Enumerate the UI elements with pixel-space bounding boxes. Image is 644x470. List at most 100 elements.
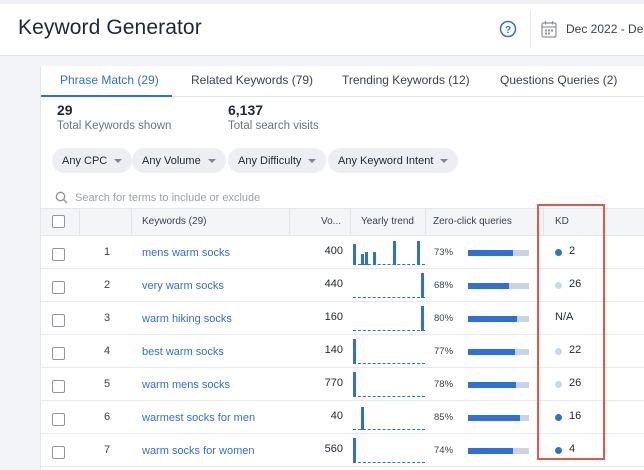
total-keywords-label: Total Keywords shown: [57, 120, 172, 132]
row-number: 6: [104, 411, 111, 423]
kd-indicator-dot: [555, 414, 562, 421]
zero-click-bar-fill: [468, 448, 514, 454]
header-divider: [530, 10, 531, 48]
kd-value: 4: [569, 443, 576, 455]
trend-bar: [361, 407, 364, 430]
keyword-link[interactable]: warm mens socks: [142, 379, 231, 391]
zero-click-bar-fill: [468, 250, 513, 256]
zero-click-bar: [468, 448, 529, 454]
trend-bar: [421, 273, 424, 298]
keyword-link[interactable]: warm socks for women: [142, 445, 255, 457]
zero-click-bar: [468, 382, 529, 388]
filter-difficulty[interactable]: Any Difficulty: [228, 148, 327, 173]
filter-volume[interactable]: Any Volume: [132, 148, 226, 173]
top-border: [0, 0, 644, 4]
table-row[interactable]: 7 warm socks for women 560 74% 4: [41, 434, 644, 467]
chevron-down-icon: [308, 158, 317, 163]
row-checkbox[interactable]: [52, 314, 65, 327]
trend-bar: [353, 339, 356, 364]
table-row[interactable]: 2 very warm socks 440 68% 26: [41, 269, 644, 302]
filter-cpc[interactable]: Any CPC: [52, 148, 133, 173]
kd-value: 22: [569, 344, 582, 356]
keyword-link[interactable]: very warm socks: [142, 280, 224, 292]
tab-trending-keywords[interactable]: Trending Keywords (12): [342, 73, 470, 87]
yearly-trend-sparkline: [353, 372, 425, 397]
keyword-link[interactable]: best warm socks: [142, 346, 224, 358]
kd-indicator-dot: [555, 447, 562, 454]
row-checkbox[interactable]: [52, 347, 65, 360]
trend-baseline: [353, 264, 425, 265]
yearly-trend-sparkline: [353, 405, 425, 430]
search-icon: [55, 191, 68, 204]
zero-click-bar-fill: [468, 283, 510, 289]
zero-click-bar: [468, 349, 529, 355]
table-row[interactable]: 1 mens warm socks 400 73% 2: [41, 236, 644, 269]
keyword-link[interactable]: warm hiking socks: [142, 313, 232, 325]
column-divider: [289, 209, 290, 235]
volume-value: 140: [324, 344, 343, 356]
page-header: Keyword Generator ? Dec 2022 - Dec: [0, 0, 644, 56]
table-row[interactable]: 3 warm hiking socks 160 80% N/A: [41, 302, 644, 335]
filter-label: Any CPC: [62, 154, 108, 167]
tab-phrase-match[interactable]: Phrase Match (29): [60, 73, 159, 87]
kd-value: 26: [569, 377, 582, 389]
keyword-link[interactable]: warmest socks for men: [142, 412, 256, 424]
trend-baseline: [353, 297, 425, 298]
trend-bar: [417, 241, 420, 265]
zero-click-percent: 73%: [434, 247, 454, 258]
table-row[interactable]: 4 best warm socks 140 77% 22: [41, 335, 644, 368]
zero-click-bar: [468, 283, 529, 289]
row-number: 4: [104, 345, 111, 357]
zero-click-percent: 68%: [434, 280, 454, 291]
row-number: 1: [104, 246, 111, 258]
filter-label: Any Difficulty: [238, 154, 302, 167]
filter-label: Any Volume: [142, 154, 201, 167]
table-row[interactable]: 5 warm mens socks 770 78% 26: [41, 368, 644, 401]
column-divider: [79, 209, 80, 235]
keyword-link[interactable]: mens warm socks: [142, 247, 231, 259]
search-input[interactable]: [75, 189, 575, 207]
kd-value: 26: [569, 278, 582, 290]
zero-click-percent: 80%: [434, 313, 454, 324]
tab-related-keywords[interactable]: Related Keywords (79): [191, 73, 314, 87]
col-kd[interactable]: KD: [555, 216, 569, 227]
svg-text:?: ?: [505, 25, 511, 36]
total-keywords-value: 29: [57, 102, 73, 118]
help-circle-icon[interactable]: ?: [499, 20, 517, 38]
trend-bar: [393, 241, 396, 265]
row-checkbox[interactable]: [52, 446, 65, 459]
filter-keyword-intent[interactable]: Any Keyword Intent: [328, 148, 459, 173]
page-title: Keyword Generator: [18, 16, 202, 39]
trend-baseline: [353, 429, 425, 430]
zero-click-bar: [468, 250, 529, 256]
keyword-results-card: Phrase Match (29) Related Keywords (79) …: [40, 66, 644, 470]
total-visits-value: 6,137: [228, 102, 264, 118]
table-row[interactable]: 6 warmest socks for men 40 85% 16: [41, 401, 644, 434]
trend-bar: [373, 252, 376, 265]
kd-indicator-dot: [555, 348, 562, 355]
row-number: 5: [104, 378, 111, 390]
trend-bar: [353, 372, 356, 397]
row-checkbox[interactable]: [52, 281, 65, 294]
col-keywords[interactable]: Keywords (29): [142, 216, 207, 227]
kd-value: N/A: [555, 311, 574, 323]
row-checkbox[interactable]: [52, 380, 65, 393]
col-volume[interactable]: Vo...: [321, 216, 342, 227]
zero-click-bar: [468, 316, 529, 322]
chevron-down-icon: [207, 158, 216, 163]
col-yearly-trend[interactable]: Yearly trend: [361, 216, 414, 227]
column-divider: [425, 209, 426, 235]
row-checkbox[interactable]: [52, 413, 65, 426]
trend-baseline: [353, 462, 425, 463]
col-zero-click[interactable]: Zero-click queries: [433, 216, 512, 227]
row-checkbox[interactable]: [52, 248, 65, 261]
select-all-checkbox[interactable]: [52, 215, 65, 228]
tab-questions-queries[interactable]: Questions Queries (2): [500, 73, 618, 87]
date-range-picker[interactable]: Dec 2022 - Dec: [566, 22, 644, 36]
calendar-icon[interactable]: [541, 20, 557, 38]
kd-indicator-dot: [555, 249, 562, 256]
total-visits-label: Total search visits: [228, 120, 319, 132]
trend-bar: [353, 244, 356, 265]
column-divider: [543, 209, 544, 235]
yearly-trend-sparkline: [353, 306, 425, 331]
